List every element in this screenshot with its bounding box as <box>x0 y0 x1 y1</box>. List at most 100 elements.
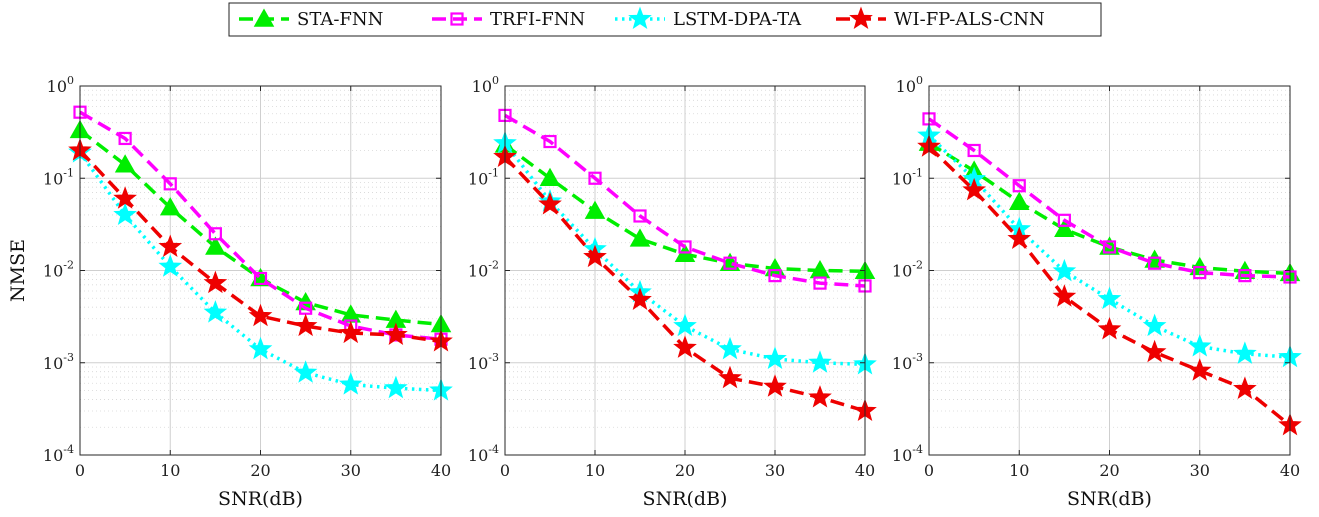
data-point-sta-fnn <box>1054 218 1075 237</box>
subplot-1: 0 10 20 30 40 100 10-1 10-2 10-3 10-4 SNR(dB) NMSE <box>7 74 453 510</box>
x-tick-label: 20 <box>1099 461 1119 480</box>
x-tick-label: 10 <box>160 461 180 480</box>
x-tick-label: 30 <box>765 461 785 480</box>
data-point-wi-fp-als-cnn <box>293 313 318 337</box>
data-point-lstm-dpa-ta <box>1052 258 1077 282</box>
data-point-sta-fnn <box>539 167 561 186</box>
grid <box>505 86 865 455</box>
series-line-lstm-dpa-ta <box>927 134 1291 359</box>
data-point-trfi-fnn <box>813 276 827 290</box>
data-point-lstm-dpa-ta <box>203 300 228 323</box>
y-tick-label: 10-4 <box>468 443 499 465</box>
data-point-wi-fp-als-cnn <box>962 177 986 201</box>
data-point-lstm-dpa-ta <box>763 346 787 369</box>
data-point-trfi-fnn <box>1148 256 1162 270</box>
legend-marker-lstm-dpa-ta <box>628 6 652 30</box>
series-line-trfi-fnn <box>927 117 1291 279</box>
x-tick-label: 10 <box>1009 461 1029 480</box>
data-point-trfi-fnn <box>1193 265 1207 280</box>
legend-marker-trfi-fnn <box>450 12 464 26</box>
x-tick-label: 40 <box>431 461 451 480</box>
data-point-trfi-fnn <box>678 240 692 254</box>
data-point-lstm-dpa-ta <box>293 360 318 383</box>
data-point-sta-fnn <box>584 200 606 219</box>
y-axis-label: NMSE <box>7 239 29 302</box>
data-point-trfi-fnn <box>208 227 222 241</box>
y-tick-label: 100 <box>47 74 74 96</box>
data-point-wi-fp-als-cnn <box>1233 376 1257 400</box>
y-tick-label: 10-3 <box>892 351 923 373</box>
data-point-trfi-fnn <box>768 269 782 283</box>
data-point-wi-fp-als-cnn <box>718 365 742 389</box>
data-point-wi-fp-als-cnn <box>1052 284 1077 307</box>
data-point-lstm-dpa-ta <box>158 254 183 277</box>
legend-item-trfi-fnn: TRFI-FNN <box>432 9 585 30</box>
data-point-wi-fp-als-cnn <box>338 320 363 344</box>
legend-item-wi-fp-als-cnn: WI-FP-ALS-CNN <box>836 6 1045 30</box>
data-point-wi-fp-als-cnn <box>673 335 697 358</box>
data-point-sta-fnn <box>1008 191 1030 210</box>
x-tick-label: 30 <box>341 461 361 480</box>
data-point-trfi-fnn <box>253 271 268 286</box>
x-tick-label: 0 <box>500 461 510 480</box>
data-point-wi-fp-als-cnn <box>158 234 183 258</box>
series-line-trfi-fnn <box>504 113 866 288</box>
data-point-sta-fnn <box>114 154 136 173</box>
y-tick-label: 10-1 <box>892 166 923 188</box>
y-tick-label: 100 <box>896 74 923 96</box>
data-point-wi-fp-als-cnn <box>763 374 787 397</box>
data-point-lstm-dpa-ta <box>338 372 363 395</box>
x-tick-label: 10 <box>585 461 605 480</box>
legend-label-sta-fnn: STA-FNN <box>297 9 383 30</box>
y-tick-label: 10-3 <box>43 351 74 373</box>
data-point-lstm-dpa-ta <box>1233 341 1257 364</box>
series-line-trfi-fnn <box>79 110 442 341</box>
y-tick-label: 10-4 <box>892 443 923 465</box>
data-point-trfi-fnn <box>588 171 602 185</box>
data-point-trfi-fnn <box>163 177 177 191</box>
data-point-wi-fp-als-cnn <box>248 303 273 327</box>
data-point-lstm-dpa-ta <box>808 350 832 373</box>
data-point-sta-fnn <box>205 236 226 255</box>
subplots: 0 10 20 30 4010010-110-210-310-4SNR(dB)NMSE0… <box>7 74 1302 510</box>
data-point-wi-fp-als-cnn <box>203 270 228 294</box>
y-tick-label: 10-1 <box>43 166 74 188</box>
data-point-trfi-fnn <box>118 131 132 146</box>
subplot-2: 0 10 20 30 40 100 10-1 10-2 10-3 10-4 SNR(dB) <box>468 74 877 510</box>
legend-label-lstm-dpa-ta: LSTM-DPA-TA <box>673 9 802 30</box>
subplot-3: 0 10 20 30 40 100 10-1 10-2 10-3 10-4 SNR(dB) <box>892 74 1302 510</box>
series-line-sta-fnn <box>928 141 1291 276</box>
data-point-lstm-dpa-ta <box>248 336 273 360</box>
data-point-lstm-dpa-ta <box>718 336 742 360</box>
data-point-lstm-dpa-ta <box>113 202 137 226</box>
data-point-wi-fp-als-cnn <box>538 192 562 215</box>
legend: STA-FNN TRFI-FNN LSTM-DPA-TA WI-FP-ALS-CNN <box>228 2 1102 37</box>
legend-label-wi-fp-als-cnn: WI-FP-ALS-CNN <box>894 9 1045 30</box>
data-point-wi-fp-als-cnn <box>113 186 137 209</box>
data-point-trfi-fnn <box>1012 179 1026 193</box>
data-point-wi-fp-als-cnn <box>808 385 832 408</box>
data-point-wi-fp-als-cnn <box>1142 339 1167 363</box>
x-tick-label: 30 <box>1190 461 1210 480</box>
data-point-trfi-fnn <box>1238 269 1252 283</box>
grid <box>929 86 1290 455</box>
y-tick-label: 10-2 <box>892 259 923 281</box>
x-tick-label: 0 <box>75 461 85 480</box>
y-tick-label: 10-2 <box>43 259 74 281</box>
data-point-trfi-fnn <box>723 256 737 270</box>
x-tick-label: 40 <box>1280 461 1300 480</box>
y-tick-label: 100 <box>472 74 499 96</box>
data-point-trfi-fnn <box>543 134 557 149</box>
data-point-trfi-fnn <box>967 143 981 158</box>
x-axis-label: SNR(dB) <box>643 488 728 510</box>
legend-marker-sta-fnn <box>253 8 275 27</box>
data-point-lstm-dpa-ta <box>384 375 408 399</box>
data-point-wi-fp-als-cnn <box>384 322 408 346</box>
data-point-lstm-dpa-ta <box>1187 334 1212 357</box>
series-line-wi-fp-als-cnn <box>78 149 442 344</box>
x-tick-label: 0 <box>924 461 934 480</box>
legend-marker-wi-fp-als-cnn <box>849 6 873 30</box>
y-tick-label: 10-1 <box>468 166 499 188</box>
y-tick-label: 10-2 <box>468 259 499 281</box>
x-tick-label: 20 <box>250 461 270 480</box>
